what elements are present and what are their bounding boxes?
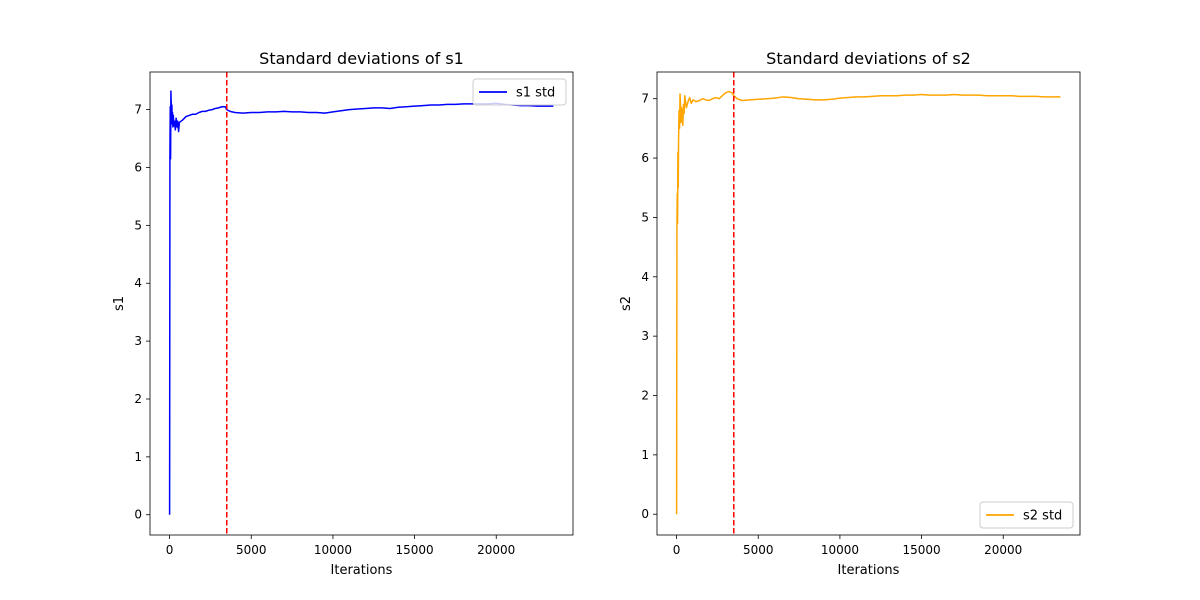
y-tick-label: 6	[134, 160, 142, 174]
x-axis-label: Iterations	[331, 563, 393, 578]
x-tick-label: 10000	[314, 543, 352, 557]
legend-label: s2 std	[1023, 509, 1062, 524]
y-axis-label: s2	[619, 296, 634, 311]
x-tick-label: 15000	[902, 543, 940, 557]
y-tick-label: 1	[134, 450, 142, 464]
y-axis-label: s1	[112, 296, 127, 311]
x-tick-label: 5000	[743, 543, 774, 557]
chart-panel-1: 0 5000 10000 15000 20000 0 1 2 3 4 5 6 7 Standard dev…	[112, 49, 574, 578]
x-tick-label: 0	[166, 543, 174, 557]
chart-panel-2: 0 5000 10000 15000 20000 0 1 2 3 4 5 6 7 Standard dev…	[619, 49, 1081, 578]
chart-title: Standard deviations of s1	[259, 49, 464, 68]
y-tick-label: 2	[641, 389, 649, 403]
legend: s2 std	[979, 501, 1074, 529]
legend-label: s1 std	[516, 86, 555, 101]
x-tick-label: 0	[673, 543, 681, 557]
legend-box	[472, 78, 567, 106]
x-axis-label: Iterations	[838, 563, 900, 578]
y-tick-label: 7	[134, 103, 142, 117]
x-tick-label: 5000	[236, 543, 267, 557]
y-tick-label: 5	[641, 210, 649, 224]
y-tick-label: 4	[641, 270, 649, 284]
y-tick-label: 6	[641, 151, 649, 165]
y-tick-label: 7	[641, 92, 649, 106]
series-line-1	[675, 90, 1061, 515]
chart-title: Standard deviations of s2	[766, 49, 971, 68]
y-tick-label: 2	[134, 392, 142, 406]
legend-box	[979, 501, 1074, 529]
y-tick-label: 5	[134, 218, 142, 232]
x-tick-label: 10000	[821, 543, 859, 557]
y-tick-label: 3	[134, 334, 142, 348]
x-tick-label: 20000	[477, 543, 515, 557]
legend: s1 std	[472, 78, 567, 106]
axes-frame	[149, 71, 574, 536]
y-tick-label: 4	[134, 276, 142, 290]
series-line-1	[168, 90, 554, 515]
y-tick-label: 0	[134, 508, 142, 522]
y-tick-label: 3	[641, 329, 649, 343]
axes-frame	[656, 71, 1081, 536]
y-tick-label: 0	[641, 507, 649, 521]
y-tick-label: 1	[641, 448, 649, 462]
x-tick-label: 15000	[395, 543, 433, 557]
x-tick-label: 20000	[984, 543, 1022, 557]
